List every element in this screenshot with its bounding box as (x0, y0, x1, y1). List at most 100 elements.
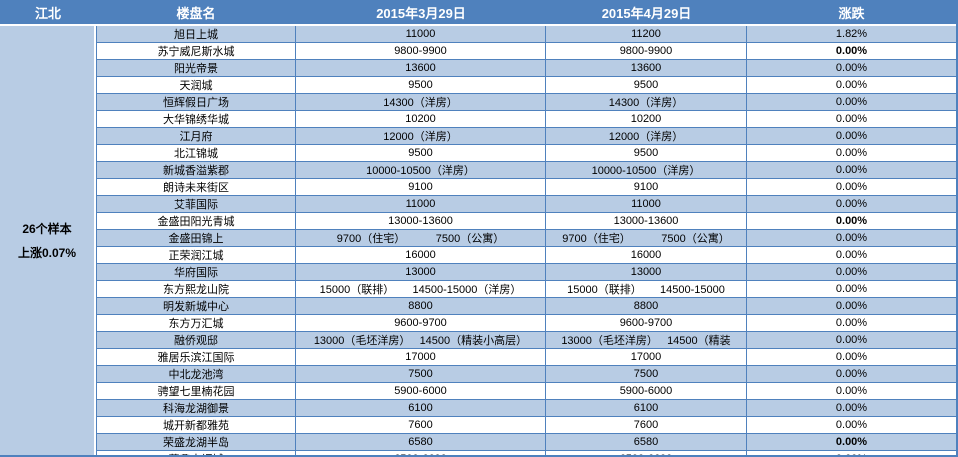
change-cell[interactable]: 0.00% (835, 300, 868, 312)
property-name-cell[interactable]: 天润城 (97, 77, 296, 93)
price-april-cell[interactable]: 8800 (546, 298, 747, 314)
price-april-cell[interactable]: 7600 (546, 417, 747, 433)
change-cell[interactable]: 0.00% (835, 368, 868, 380)
change-cell[interactable]: 1.82% (835, 28, 868, 40)
property-name-cell[interactable]: 朗诗未来街区 (97, 179, 296, 195)
change-cell[interactable]: 0.00% (835, 385, 868, 397)
change-cell[interactable]: 0.00% (835, 249, 868, 261)
column-header-date-march[interactable]: 2015年3月29日 (376, 5, 466, 21)
price-march-cell[interactable]: 9500 (296, 77, 546, 93)
change-cell[interactable]: 0.00% (835, 181, 868, 193)
price-april-cell[interactable]: 11200 (546, 26, 747, 42)
price-march-cell[interactable]: 8800 (296, 298, 546, 314)
price-march-cell[interactable]: 17000 (296, 349, 546, 365)
price-april-cell[interactable]: 10000-10500（洋房） (546, 162, 747, 178)
property-name-cell[interactable]: 骋望七里楠花园 (97, 383, 296, 399)
change-cell[interactable]: 0.00% (835, 79, 868, 91)
property-name-cell[interactable]: 艾菲国际 (97, 196, 296, 212)
price-april-cell[interactable]: 6580 (546, 434, 747, 450)
price-april-cell[interactable]: 6100 (546, 400, 747, 416)
region-summary-cell[interactable]: 26个样本 上涨0.07% (0, 24, 96, 455)
price-april-cell[interactable]: 9500 (546, 77, 747, 93)
price-march-cell[interactable]: 7600 (296, 417, 546, 433)
property-name-cell[interactable]: 科海龙湖御景 (97, 400, 296, 416)
property-name-cell[interactable]: 大华锦绣华城 (97, 111, 296, 127)
change-cell[interactable]: 0.00% (835, 45, 868, 57)
change-cell[interactable]: 0.00% (835, 232, 868, 244)
price-march-cell[interactable]: 13000-13600 (296, 213, 546, 229)
price-march-cell[interactable]: 6100 (296, 400, 546, 416)
property-name-cell[interactable]: 旭日上城 (97, 26, 296, 42)
property-name-cell[interactable]: 东方万汇城 (97, 315, 296, 331)
price-march-cell[interactable]: 5900-6000 (296, 383, 546, 399)
change-cell[interactable]: 0.00% (835, 215, 868, 227)
property-name-cell[interactable]: 金盛田阳光青城 (97, 213, 296, 229)
change-cell[interactable]: 0.00% (835, 419, 868, 431)
price-april-cell[interactable]: 11000 (546, 196, 747, 212)
price-march-cell[interactable]: 7500 (296, 366, 546, 382)
property-name-cell[interactable]: 明发新城中心 (97, 298, 296, 314)
property-name-cell[interactable]: 中北龙池湾 (97, 366, 296, 382)
property-name-cell[interactable]: 荣盛龙湖半岛 (97, 434, 296, 450)
region-header-cell[interactable]: 江北 (0, 0, 96, 24)
price-march-cell[interactable]: 11000 (296, 26, 546, 42)
change-cell[interactable]: 0.00% (835, 317, 868, 329)
change-cell[interactable]: 0.00% (835, 334, 868, 346)
price-april-cell[interactable]: 9800-9900 (546, 43, 747, 59)
price-march-cell[interactable]: 13000 (296, 264, 546, 280)
change-cell[interactable]: 0.00% (835, 351, 868, 363)
column-header-change[interactable]: 涨跌 (838, 5, 865, 21)
property-name-cell[interactable]: 荣鼎幸福城 (97, 451, 296, 455)
price-april-cell[interactable]: 13600 (546, 60, 747, 76)
change-cell[interactable]: 0.00% (835, 198, 868, 210)
price-march-cell[interactable]: 9100 (296, 179, 546, 195)
price-march-cell[interactable]: 16000 (296, 247, 546, 263)
change-cell[interactable]: 0.00% (835, 62, 868, 74)
price-april-cell[interactable]: 9600-9700 (546, 315, 747, 331)
price-april-cell[interactable]: 14300（洋房） (546, 94, 747, 110)
column-header-date-april[interactable]: 2015年4月29日 (601, 5, 692, 21)
price-april-cell[interactable]: 6500-6600 (546, 451, 747, 455)
property-name-cell[interactable]: 金盛田锦上 (97, 230, 296, 246)
price-april-cell[interactable]: 7500 (546, 366, 747, 382)
price-april-cell[interactable]: 15000（联排） 14500-15000 (546, 281, 747, 297)
price-april-cell[interactable]: 10200 (546, 111, 747, 127)
property-name-cell[interactable]: 阳光帝景 (97, 60, 296, 76)
property-name-cell[interactable]: 正荣润江城 (97, 247, 296, 263)
price-april-cell[interactable]: 9700（住宅） 7500（公寓） (546, 230, 747, 246)
property-name-cell[interactable]: 东方熙龙山院 (97, 281, 296, 297)
column-header-property-name[interactable]: 楼盘名 (176, 5, 216, 21)
property-name-cell[interactable]: 江月府 (97, 128, 296, 144)
price-march-cell[interactable]: 9800-9900 (296, 43, 546, 59)
price-march-cell[interactable]: 15000（联排） 14500-15000（洋房） (296, 281, 546, 297)
price-march-cell[interactable]: 6580 (296, 434, 546, 450)
property-name-cell[interactable]: 苏宁威尼斯水城 (97, 43, 296, 59)
change-cell[interactable]: 0.00% (835, 96, 868, 108)
price-april-cell[interactable]: 12000（洋房） (546, 128, 747, 144)
price-march-cell[interactable]: 9700（住宅） 7500（公寓） (296, 230, 546, 246)
price-march-cell[interactable]: 9500 (296, 145, 546, 161)
price-march-cell[interactable]: 11000 (296, 196, 546, 212)
change-cell[interactable]: 0.00% (835, 130, 868, 142)
price-march-cell[interactable]: 10200 (296, 111, 546, 127)
price-april-cell[interactable]: 13000 (546, 264, 747, 280)
change-cell[interactable]: 0.00% (835, 164, 868, 176)
change-cell[interactable]: 0.00% (835, 283, 868, 295)
price-april-cell[interactable]: 9100 (546, 179, 747, 195)
price-march-cell[interactable]: 10000-10500（洋房） (296, 162, 546, 178)
price-march-cell[interactable]: 12000（洋房） (296, 128, 546, 144)
property-name-cell[interactable]: 城开新都雅苑 (97, 417, 296, 433)
change-cell[interactable]: 0.00% (835, 266, 868, 278)
change-cell[interactable]: 0.00% (835, 402, 868, 414)
price-march-cell[interactable]: 13000（毛坯洋房） 14500（精装小高层） (296, 332, 546, 348)
property-name-cell[interactable]: 雅居乐滨江国际 (97, 349, 296, 365)
change-cell[interactable]: 0.00% (835, 113, 868, 125)
property-name-cell[interactable]: 恒辉假日广场 (97, 94, 296, 110)
property-name-cell[interactable]: 新城香溢紫郡 (97, 162, 296, 178)
price-march-cell[interactable]: 6500-6600 (296, 451, 546, 455)
price-april-cell[interactable]: 13000-13600 (546, 213, 747, 229)
property-name-cell[interactable]: 北江锦城 (97, 145, 296, 161)
price-april-cell[interactable]: 13000（毛坯洋房） 14500（精装 (546, 332, 747, 348)
price-april-cell[interactable]: 5900-6000 (546, 383, 747, 399)
property-name-cell[interactable]: 融侨观邸 (97, 332, 296, 348)
